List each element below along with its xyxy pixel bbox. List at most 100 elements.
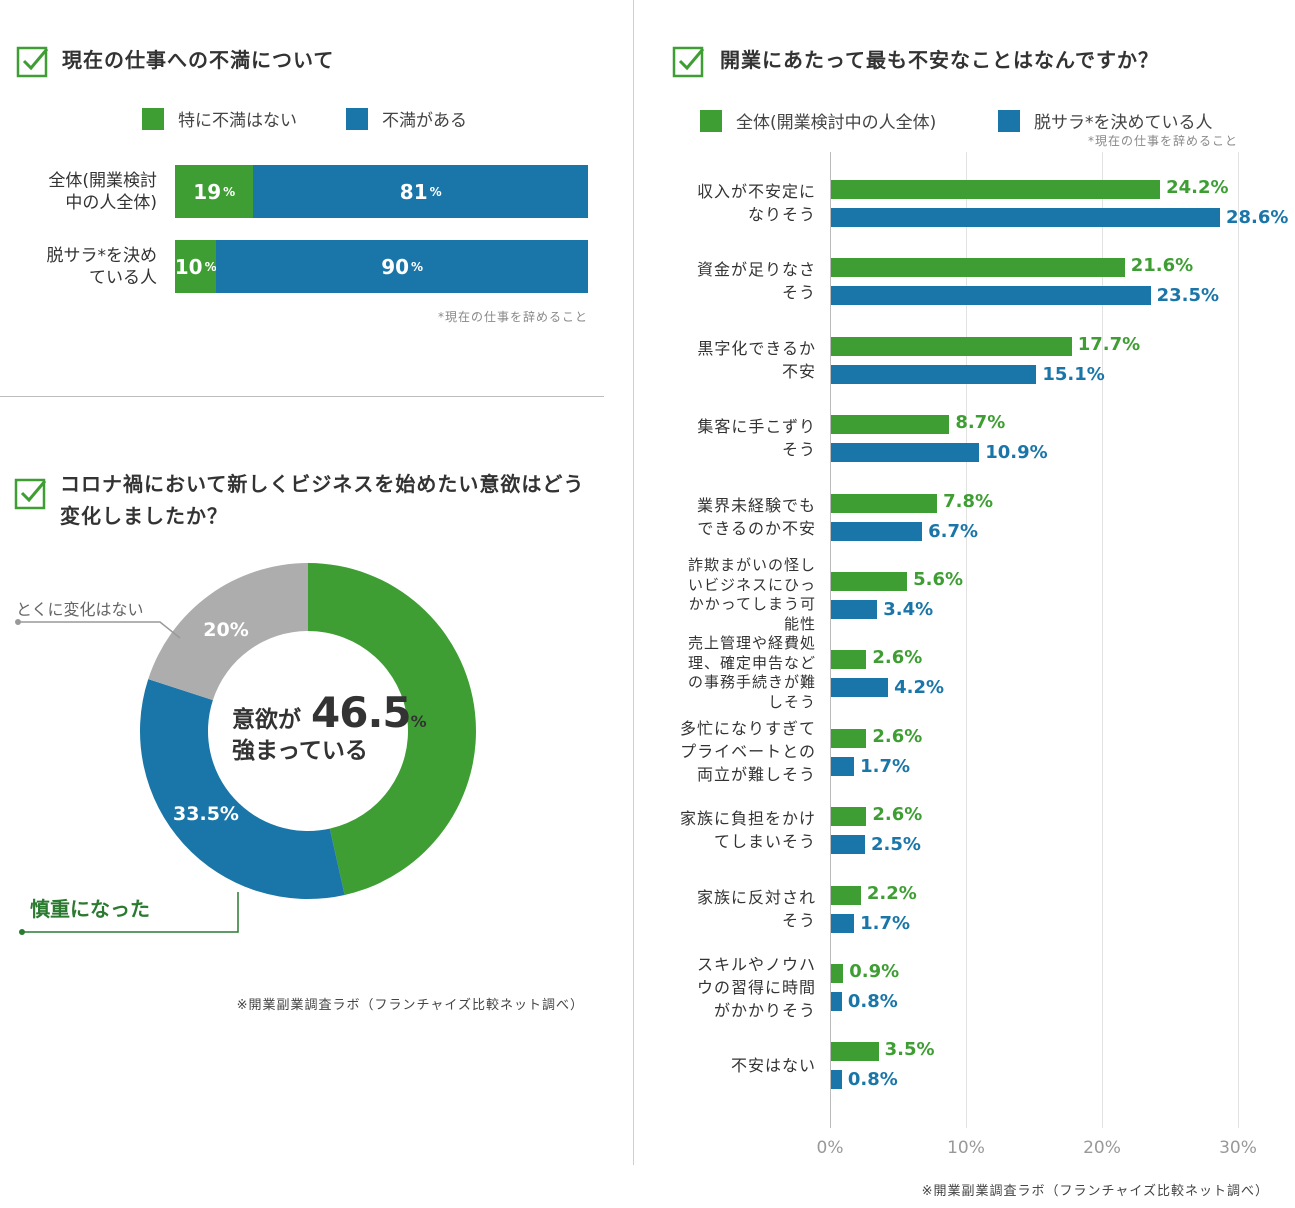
donut-chart: 33.5% 20% <box>15 563 477 935</box>
panel3-note: *現在の仕事を辞めること <box>1087 134 1238 148</box>
bar-value-quit: 6.7% <box>928 520 979 542</box>
bar-quit <box>831 600 878 619</box>
leader-dot-cautious <box>19 929 25 935</box>
category-label: 不安はない <box>730 1055 816 1075</box>
bar-value-quit: 0.8% <box>847 991 898 1012</box>
legend-label: 全体(開業検討中の人全体) <box>736 113 937 133</box>
x-tick-label: 30% <box>1219 1138 1257 1158</box>
category-label: 多忙になりすぎて プライベートとの 両立が難しそう <box>679 719 816 785</box>
leader-dot-no-change <box>15 619 21 625</box>
bar-all <box>831 650 867 670</box>
bar-all <box>831 180 1161 199</box>
bar-quit <box>831 1070 842 1090</box>
grid-line <box>966 152 967 1128</box>
panel2-title: コロナ禍において新しくビジネスを始めたい意欲はどう 変化しましたか？ <box>60 472 585 528</box>
legend-swatch-blue <box>346 107 368 130</box>
bar-value-all: 2.6% <box>872 725 923 747</box>
legend-label: 特に不満はない <box>178 111 297 131</box>
bar-all <box>831 1042 879 1062</box>
bar-segment-satisfied: 10% <box>175 240 217 293</box>
donut-slice <box>308 563 477 895</box>
checkbox-icon <box>16 46 49 78</box>
legend-label: 脱サラ*を決めている人 <box>1034 113 1213 133</box>
legend-swatch-green <box>700 109 722 132</box>
bar-value-all: 8.7% <box>955 412 1006 434</box>
leader-line-cautious <box>22 892 239 933</box>
bar-value-quit: 23.5% <box>1156 285 1220 307</box>
legend-swatch-green <box>142 107 164 130</box>
bar-quit <box>831 913 855 933</box>
bar-all <box>831 572 908 591</box>
bar-value-quit: 10.9% <box>985 442 1048 464</box>
panel1-title: 現在の仕事への不満について <box>62 48 335 72</box>
grid-line <box>1102 152 1103 1128</box>
panel1-legend-satisfied: 特に不満はない <box>142 106 297 131</box>
bar-all <box>831 728 867 748</box>
bar-quit <box>831 756 855 776</box>
bar-value-all: 2.6% <box>872 804 923 826</box>
category-label: スキルやノウハ ウの習得に時間 がかかりそう <box>696 954 816 1020</box>
bar-segment-dissatisfied: 81% <box>253 165 588 218</box>
bar-all <box>831 336 1072 356</box>
stacked-bar-row: 10% 90% <box>175 240 588 293</box>
donut-slices <box>139 563 477 899</box>
category-label: 家族に反対され そう <box>696 887 816 930</box>
center-pct: % <box>410 712 427 731</box>
bar-quit <box>831 364 1037 384</box>
panel1-legend-dissatisfied: 不満がある <box>346 106 467 131</box>
bar-value-quit: 4.2% <box>894 677 945 699</box>
horizontal-divider <box>0 396 604 397</box>
checkbox-icon <box>14 478 47 510</box>
panel3-title: 開業にあたって最も不安なことはなんですか？ <box>720 48 1159 72</box>
x-tick-label: 10% <box>947 1138 985 1158</box>
panel2-source: ※開業副業調査ラボ（フランチャイズ比較ネット調べ） <box>236 998 584 1013</box>
bar-quit <box>831 992 842 1011</box>
panel1-note: *現在の仕事を辞めること <box>437 310 588 324</box>
label-cautious: 慎重になった <box>30 897 150 921</box>
bar-value-quit: 28.6% <box>1225 207 1289 228</box>
bar-value-quit: 1.7% <box>860 912 911 934</box>
bar-quit <box>831 286 1151 306</box>
bar-quit <box>831 443 980 463</box>
grid-line <box>830 152 831 1128</box>
vertical-divider <box>633 0 634 1165</box>
donut-slice-label: 20% <box>203 619 248 641</box>
bar-value-quit: 3.4% <box>883 599 934 620</box>
bar-value-all: 7.8% <box>943 490 993 512</box>
x-tick-label: 0% <box>816 1138 844 1158</box>
bar-value-quit: 0.8% <box>847 1069 898 1091</box>
center-label-2: 強まっている <box>232 738 368 764</box>
bar-all <box>831 258 1125 278</box>
center-value: 46.5 <box>311 688 412 737</box>
bar-segment-dissatisfied: 90% <box>216 240 588 293</box>
bar-value-all: 2.6% <box>872 647 923 669</box>
bar-value-all: 2.2% <box>866 882 917 904</box>
category-label: 売上管理や経費処 理、確定申告など の事務手続きが難 しそう <box>687 634 816 711</box>
panel3-legend-quit: 脱サラ*を決めている人 <box>998 108 1213 133</box>
category-label: 業界未経験でも できるのか不安 <box>696 495 816 538</box>
panel1-row1-label: 全体(開業検討 中の人全体) <box>48 171 157 213</box>
bar-all <box>831 885 861 905</box>
bar-value-all: 0.9% <box>849 961 900 982</box>
category-label: 収入が不安定に なりそう <box>696 182 816 224</box>
center-label: 意欲が <box>232 707 301 733</box>
category-label: 資金が足りなさ そう <box>696 260 816 303</box>
bar-quit <box>831 208 1220 227</box>
panel3-legend-all: 全体(開業検討中の人全体) <box>700 108 936 133</box>
bar-value-all: 21.6% <box>1130 255 1194 277</box>
bar-value-quit: 2.5% <box>871 834 921 856</box>
donut-slice <box>148 563 308 701</box>
category-label: 家族に負担をかけ てしまいそう <box>679 809 816 852</box>
panel1-row2-label: 脱サラ*を決め ている人 <box>46 246 158 288</box>
panel3-source: ※開業副業調査ラボ（フランチャイズ比較ネット調べ） <box>921 1184 1269 1199</box>
legend-label: 不満がある <box>382 111 467 131</box>
x-tick-label: 20% <box>1083 1138 1121 1158</box>
donut-center-text: 意欲が 46.5 % 強まっている <box>232 688 427 765</box>
leader-line-no-change <box>18 621 181 639</box>
bar-quit <box>831 521 923 541</box>
bar-value-all: 24.2% <box>1166 177 1229 198</box>
bar-all <box>831 807 867 827</box>
bar-all <box>831 415 950 435</box>
stacked-bar-row: 19% 81% <box>175 165 588 218</box>
bar-value-quit: 1.7% <box>860 755 911 777</box>
